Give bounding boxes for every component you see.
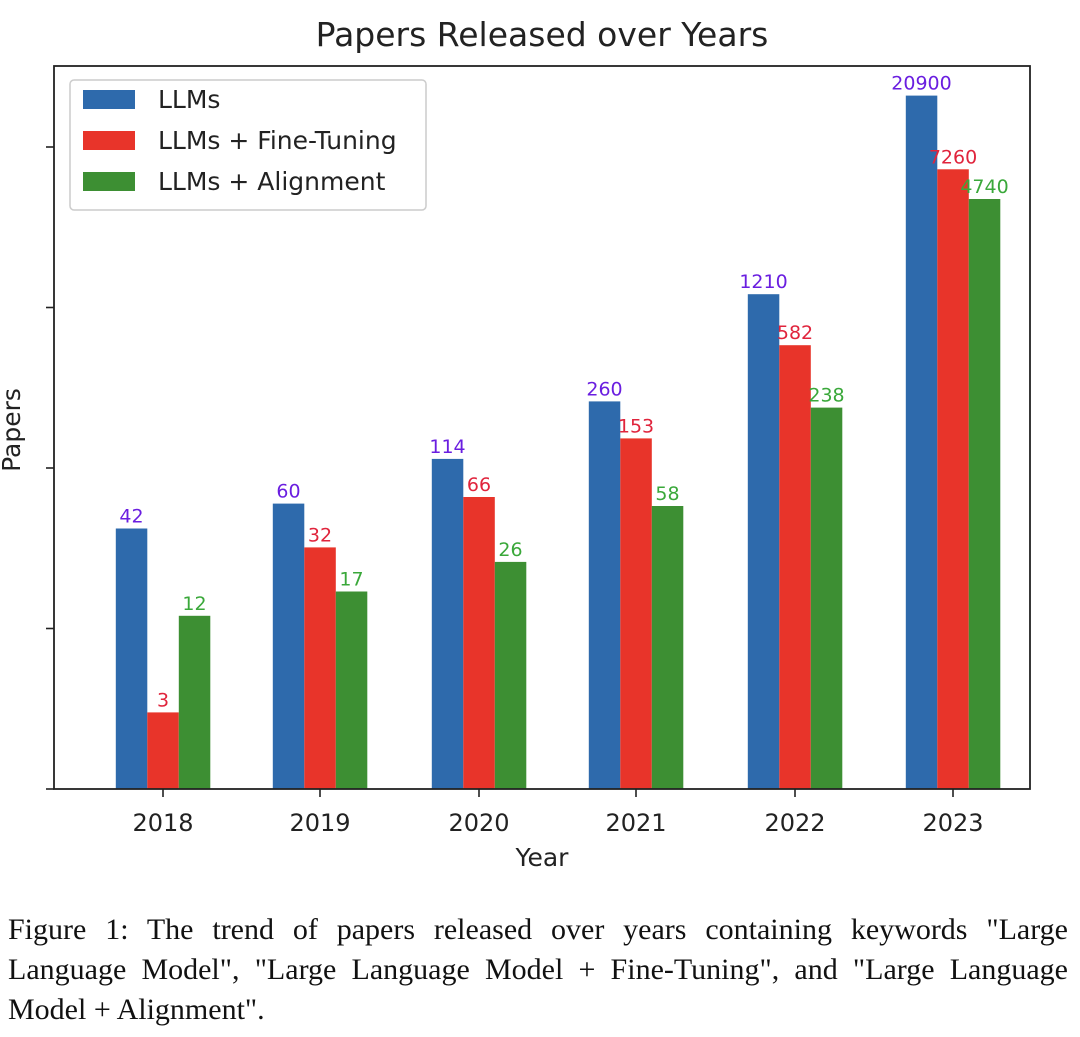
legend-label-series-2: LLMs + Alignment: [158, 167, 386, 196]
legend-swatch-series-1: [83, 131, 135, 150]
bar-2021-series-2: [651, 506, 684, 789]
data-label-2021-series-2: 58: [655, 483, 679, 505]
figure-caption: Figure 1: The trend of papers released o…: [8, 913, 1068, 1026]
legend-box: [69, 79, 427, 211]
bar-2018-series-0: [115, 528, 148, 789]
bar-2019-series-1: [304, 547, 336, 789]
data-label-2018-series-0: 42: [119, 506, 143, 528]
bar-2021-series-0: [588, 401, 621, 789]
bar-2020-series-2: [494, 561, 527, 789]
bar-2023-series-0: [905, 95, 938, 790]
data-label-2022-series-1: 582: [777, 322, 813, 344]
data-label-2018-series-1: 3: [157, 689, 169, 711]
bar-2021-series-1: [620, 438, 652, 789]
data-label-2022-series-0: 1210: [739, 271, 787, 293]
bar-2020-series-0: [431, 458, 464, 789]
legend-label-series-1: LLMs + Fine-Tuning: [158, 126, 397, 155]
data-label-2022-series-2: 238: [808, 385, 844, 407]
bar-2023-series-1: [937, 169, 969, 790]
data-label-2019-series-1: 32: [308, 524, 332, 546]
legend-label-series-0: LLMs: [158, 85, 220, 114]
ticks-layer: 2018 2019 2020 2021 2022 2023: [46, 146, 984, 837]
bar-2019-series-0: [272, 503, 305, 789]
data-label-2020-series-1: 66: [467, 474, 491, 496]
x-tick-label: 2023: [922, 809, 983, 837]
bar-2022-series-2: [810, 407, 843, 789]
legend-swatch-series-0: [83, 90, 135, 109]
data-label-2023-series-1: 7260: [929, 146, 977, 168]
y-axis-label: Papers: [0, 388, 26, 472]
plot-frame: [53, 65, 1031, 790]
data-label-2023-series-2: 4740: [960, 176, 1008, 198]
bar-2019-series-2: [335, 591, 368, 789]
data-label-2021-series-1: 153: [618, 415, 654, 437]
data-label-2020-series-2: 26: [498, 539, 522, 561]
bar-chart: Papers Released over Years Papers Year 4…: [0, 15, 1031, 872]
bars-layer: [115, 95, 1001, 790]
data-label-2019-series-2: 17: [339, 569, 363, 591]
data-label-2021-series-0: 260: [586, 378, 622, 400]
legend: LLMs LLMs + Fine-Tuning LLMs + Alignment: [69, 79, 427, 211]
bar-2022-series-0: [747, 294, 780, 789]
x-tick-label: 2019: [289, 809, 350, 837]
x-tick-label: 2018: [132, 809, 193, 837]
bar-2020-series-1: [463, 497, 495, 789]
data-label-2023-series-0: 20900: [891, 73, 951, 95]
legend-swatch-series-2: [83, 172, 135, 191]
data-label-2018-series-2: 12: [182, 593, 206, 615]
x-tick-label: 2021: [605, 809, 666, 837]
x-tick-label: 2022: [764, 809, 825, 837]
bar-2022-series-1: [779, 345, 811, 789]
data-label-2020-series-0: 114: [429, 436, 465, 458]
bar-2023-series-2: [968, 199, 1001, 789]
bar-2018-series-1: [147, 712, 179, 789]
data-label-2019-series-0: 60: [276, 481, 300, 503]
x-tick-label: 2020: [448, 809, 509, 837]
bar-2018-series-2: [178, 615, 211, 789]
chart-title: Papers Released over Years: [316, 15, 769, 54]
x-axis-label: Year: [515, 843, 570, 872]
